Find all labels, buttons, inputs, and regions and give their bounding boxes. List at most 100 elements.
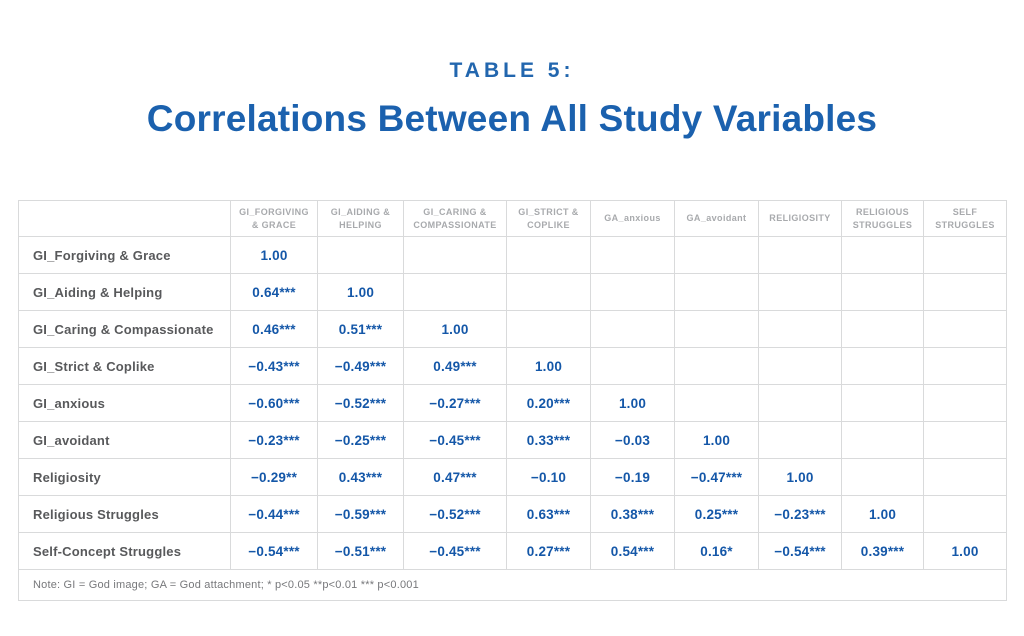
table-row: GI_Forgiving & Grace 1.00	[18, 236, 1007, 274]
value-cell: −0.44***	[230, 495, 318, 533]
value-cell	[674, 273, 759, 311]
table-row: Religious Struggles −0.44*** −0.59*** −0.52…	[18, 495, 1007, 533]
value-cell	[506, 236, 591, 274]
value-cell	[923, 310, 1007, 348]
value-cell	[841, 236, 924, 274]
value-cell: −0.10	[506, 458, 591, 496]
value-cell: −0.45***	[403, 421, 507, 459]
page-title: Correlations Between All Study Variables	[146, 98, 878, 139]
value-cell: −0.52***	[317, 384, 404, 422]
value-cell	[841, 421, 924, 459]
value-cell	[590, 273, 675, 311]
row-label: GI_Strict & Coplike	[18, 347, 231, 385]
table-body: GI_Forgiving & Grace 1.00 GI_Aiding & Help…	[18, 236, 1007, 570]
value-cell	[923, 347, 1007, 385]
row-label: Religiosity	[18, 458, 231, 496]
corner-cell	[18, 200, 231, 237]
row-label: GI_Forgiving & Grace	[18, 236, 231, 274]
value-cell: 1.00	[923, 532, 1007, 570]
value-cell: 0.25***	[674, 495, 759, 533]
value-cell: 1.00	[506, 347, 591, 385]
column-header: RELIGIOSITY	[758, 200, 842, 237]
value-cell: 0.33***	[506, 421, 591, 459]
value-cell	[506, 273, 591, 311]
value-cell: −0.60***	[230, 384, 318, 422]
table-row: GI_Strict & Coplike −0.43*** −0.49*** 0.49*…	[18, 347, 1007, 385]
value-cell	[403, 273, 507, 311]
value-cell: −0.54***	[230, 532, 318, 570]
note-row: Note: GI = God image; GA = God attachmen…	[18, 569, 1007, 601]
value-cell: −0.27***	[403, 384, 507, 422]
value-cell: −0.51***	[317, 532, 404, 570]
table-row: Self-Concept Struggles −0.54*** −0.51*** −0…	[18, 532, 1007, 570]
column-header: GI_STRICT & COPLIKE	[506, 200, 591, 237]
value-cell	[758, 236, 842, 274]
value-cell	[674, 347, 759, 385]
table-row: GI_avoidant −0.23*** −0.25*** −0.45*** 0.33*…	[18, 421, 1007, 459]
value-cell: −0.52***	[403, 495, 507, 533]
value-cell: 1.00	[758, 458, 842, 496]
value-cell	[923, 236, 1007, 274]
value-cell	[923, 384, 1007, 422]
value-cell: −0.43***	[230, 347, 318, 385]
row-label: GI_avoidant	[18, 421, 231, 459]
row-label: Self-Concept Struggles	[18, 532, 231, 570]
value-cell: −0.49***	[317, 347, 404, 385]
column-header: GI_CARING & COMPASSIONATE	[403, 200, 507, 237]
value-cell	[841, 347, 924, 385]
table-row: GI_anxious −0.60*** −0.52*** −0.27*** 0.20**…	[18, 384, 1007, 422]
value-cell	[758, 273, 842, 311]
value-cell	[590, 310, 675, 348]
value-cell: 1.00	[230, 236, 318, 274]
value-cell: 1.00	[674, 421, 759, 459]
column-header: RELIGIOUS STRUGGLES	[841, 200, 924, 237]
value-cell: 0.54***	[590, 532, 675, 570]
column-header: GI_FORGIVING & GRACE	[230, 200, 318, 237]
value-cell: −0.54***	[758, 532, 842, 570]
value-cell: −0.23***	[230, 421, 318, 459]
value-cell	[317, 236, 404, 274]
value-cell: 0.64***	[230, 273, 318, 311]
value-cell: 0.51***	[317, 310, 404, 348]
value-cell: −0.59***	[317, 495, 404, 533]
value-cell: −0.45***	[403, 532, 507, 570]
value-cell: 0.20***	[506, 384, 591, 422]
row-label: Religious Struggles	[18, 495, 231, 533]
value-cell: 0.27***	[506, 532, 591, 570]
value-cell	[674, 236, 759, 274]
column-header: SELF STRUGGLES	[923, 200, 1007, 237]
value-cell	[674, 310, 759, 348]
value-cell: 0.46***	[230, 310, 318, 348]
correlation-table: GI_FORGIVING & GRACE GI_AIDING & HELPING G…	[18, 200, 1007, 601]
column-header: GA_anxious	[590, 200, 675, 237]
value-cell	[758, 421, 842, 459]
value-cell	[841, 458, 924, 496]
value-cell: −0.03	[590, 421, 675, 459]
correlation-table-container: GI_FORGIVING & GRACE GI_AIDING & HELPING G…	[18, 200, 1007, 601]
value-cell	[506, 310, 591, 348]
table-row: GI_Caring & Compassionate 0.46*** 0.51*** 1…	[18, 310, 1007, 348]
value-cell: 1.00	[403, 310, 507, 348]
value-cell: 0.38***	[590, 495, 675, 533]
value-cell	[841, 384, 924, 422]
value-cell: 1.00	[317, 273, 404, 311]
value-cell: 1.00	[841, 495, 924, 533]
value-cell: −0.23***	[758, 495, 842, 533]
value-cell: −0.19	[590, 458, 675, 496]
column-header: GI_AIDING & HELPING	[317, 200, 404, 237]
row-label: GI_anxious	[18, 384, 231, 422]
value-cell: −0.25***	[317, 421, 404, 459]
header-row: GI_FORGIVING & GRACE GI_AIDING & HELPING G…	[18, 200, 1007, 237]
value-cell: 0.16*	[674, 532, 759, 570]
value-cell	[923, 458, 1007, 496]
value-cell	[923, 421, 1007, 459]
value-cell: −0.29**	[230, 458, 318, 496]
row-label: GI_Aiding & Helping	[18, 273, 231, 311]
value-cell: 0.43***	[317, 458, 404, 496]
table-kicker: TABLE 5:	[449, 59, 575, 82]
value-cell	[674, 384, 759, 422]
value-cell: 0.39***	[841, 532, 924, 570]
value-cell	[758, 347, 842, 385]
value-cell	[590, 347, 675, 385]
table-note: Note: GI = God image; GA = God attachmen…	[18, 569, 1007, 601]
